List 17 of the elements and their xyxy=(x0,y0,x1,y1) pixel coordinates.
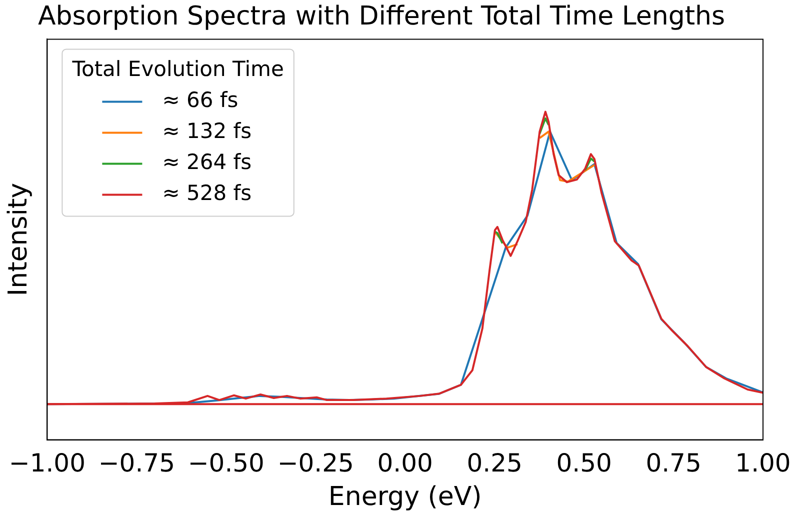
legend-label: ≈ 264 fs xyxy=(162,150,252,174)
x-tick-label: 0.00 xyxy=(377,448,433,478)
x-tick-label: −0.50 xyxy=(188,448,264,478)
x-tick-label: −0.75 xyxy=(98,448,175,478)
legend-label: ≈ 132 fs xyxy=(162,119,252,144)
legend-title: Total Evolution Time xyxy=(71,57,284,82)
x-axis-title: Energy (eV) xyxy=(328,482,482,512)
legend-label: ≈ 528 fs xyxy=(162,181,252,206)
y-axis-title: Intensity xyxy=(3,182,34,296)
chart-title: Absorption Spectra with Different Total Time Lengths xyxy=(38,1,726,32)
x-tick-label: 0.75 xyxy=(646,448,702,478)
x-tick-label: −0.25 xyxy=(277,448,354,478)
legend-label: ≈ 66 fs xyxy=(162,88,238,112)
x-tick-label: 0.50 xyxy=(556,448,612,478)
x-tick-label: 1.00 xyxy=(735,448,791,478)
x-tick-label: 0.25 xyxy=(466,448,522,478)
x-tick-label: −1.00 xyxy=(8,448,86,478)
